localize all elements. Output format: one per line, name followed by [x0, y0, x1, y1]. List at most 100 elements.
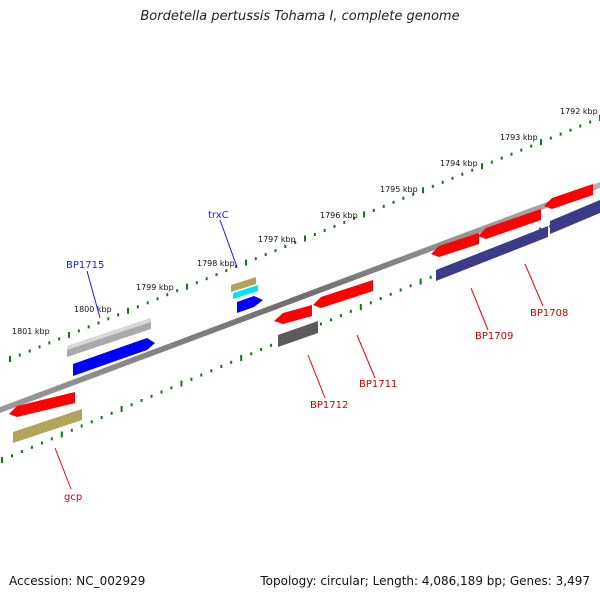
outer-ruler-tick [87, 325, 90, 329]
inner-ruler-tick [210, 369, 213, 373]
outer-ruler-tick [264, 253, 267, 257]
ruler-label-1797: 1797 kbp [258, 235, 296, 244]
inner-ruler-tick [240, 355, 243, 361]
outer-ruler-tick [176, 289, 179, 293]
cog-block-trxc [231, 277, 256, 292]
outer-ruler-tick [225, 269, 228, 273]
outer-ruler-tick [392, 200, 395, 204]
cog-block-trxc-cyan [233, 285, 258, 299]
outer-ruler-tick [186, 283, 188, 290]
outer-ruler-tick [540, 139, 542, 146]
outer-ruler-tick [520, 148, 523, 152]
inner-ruler-tick [270, 343, 273, 347]
outer-ruler-tick [422, 187, 424, 194]
inner-ruler-tick [260, 348, 263, 351]
outer-ruler-tick [589, 120, 592, 124]
inner-ruler-tick [50, 437, 53, 441]
leader-bp1712 [307, 354, 326, 399]
outer-ruler-tick [274, 249, 277, 253]
inner-ruler-tick [30, 445, 33, 449]
outer-ruler-tick [156, 297, 159, 301]
inner-ruler-tick [349, 309, 352, 313]
inner-ruler-tick [1, 457, 3, 463]
outer-ruler [9, 115, 600, 362]
cds-bp1708 [544, 184, 593, 209]
outer-ruler-tick [9, 356, 11, 362]
outer-ruler-tick [235, 265, 238, 269]
accession-text: Accession: NC_002929 [9, 574, 146, 588]
inner-ruler-tick [20, 450, 23, 453]
cds-gcp [9, 392, 75, 417]
cog-block-gcp [13, 409, 82, 443]
outer-ruler-tick [77, 329, 80, 333]
inner-ruler-tick [220, 365, 223, 368]
inner-ruler-tick [339, 314, 342, 317]
outer-ruler-tick [254, 257, 257, 261]
ruler-label-1792: 1792 kbp [560, 107, 598, 116]
leader-trxc [219, 219, 238, 268]
genome-backbone [0, 182, 600, 413]
gene-label-bp1709: BP1709 [475, 331, 513, 342]
inner-ruler-tick [100, 416, 103, 419]
outer-ruler-tick [569, 128, 572, 132]
inner-ruler-tick [419, 278, 422, 285]
outer-ruler-tick [127, 307, 129, 314]
ruler-label-1800: 1800 kbp [74, 305, 112, 314]
outer-ruler-tick [510, 152, 513, 156]
cog-block-bp1715-shine [67, 318, 151, 350]
inner-ruler-tick [200, 373, 203, 377]
outer-ruler-tick [18, 353, 21, 357]
outer-ruler-tick [323, 229, 326, 232]
cds-bp1715 [73, 338, 155, 376]
outer-ruler-tick [97, 321, 100, 325]
outer-ruler-tick [333, 224, 336, 228]
inner-ruler-tick [389, 292, 392, 296]
inner-ruler-tick [40, 441, 43, 445]
cog-block-bp1708 [550, 200, 600, 234]
outer-ruler-tick [245, 259, 247, 266]
cds-trxc [237, 296, 263, 313]
inner-ruler-tick [329, 318, 332, 322]
outer-ruler-tick [431, 184, 434, 188]
outer-ruler-tick [294, 241, 297, 244]
outer-ruler-tick [461, 172, 464, 176]
ruler-label-1793: 1793 kbp [500, 133, 538, 142]
outer-ruler-tick [166, 293, 169, 297]
outer-ruler-tick [579, 124, 582, 128]
outer-ruler-tick [215, 273, 218, 277]
inner-ruler-tick [140, 399, 143, 402]
outer-ruler-tick [284, 245, 287, 248]
outer-ruler-tick [107, 317, 110, 321]
outer-ruler-tick [441, 180, 444, 184]
inner-ruler-tick [409, 284, 412, 288]
gene-label-gcp: gcp [64, 492, 82, 503]
inner-ruler-tick [369, 301, 372, 305]
outer-ruler-tick [304, 235, 306, 242]
inner-ruler-tick [110, 411, 113, 415]
outer-ruler-tick [353, 216, 356, 220]
inner-ruler-tick [60, 431, 63, 438]
inner-ruler-tick [399, 288, 402, 292]
cog-block-bp1712 [278, 321, 318, 347]
leader-bp1711 [356, 334, 376, 379]
ruler-label-1798: 1798 kbp [197, 259, 235, 268]
inner-ruler-tick [11, 454, 13, 458]
outer-ruler-tick [549, 136, 552, 140]
outer-ruler-tick [372, 208, 375, 212]
inner-ruler-tick [379, 297, 382, 300]
inner-ruler-tick [359, 304, 362, 310]
outer-ruler-tick [68, 331, 70, 338]
outer-ruler-tick [195, 281, 198, 285]
cog-block-bp1709 [436, 226, 548, 281]
outer-ruler-tick [363, 211, 365, 218]
inner-ruler-tick [70, 428, 73, 432]
ruler-label-1794: 1794 kbp [440, 159, 478, 168]
outer-ruler-tick [382, 204, 385, 208]
outer-ruler-tick [451, 176, 454, 180]
gene-label-bp1708: BP1708 [530, 308, 568, 319]
inner-ruler-tick [160, 390, 163, 394]
outer-ruler-tick [559, 132, 562, 136]
cds-bp1709-a [431, 233, 479, 257]
inner-ruler-tick [170, 386, 173, 390]
